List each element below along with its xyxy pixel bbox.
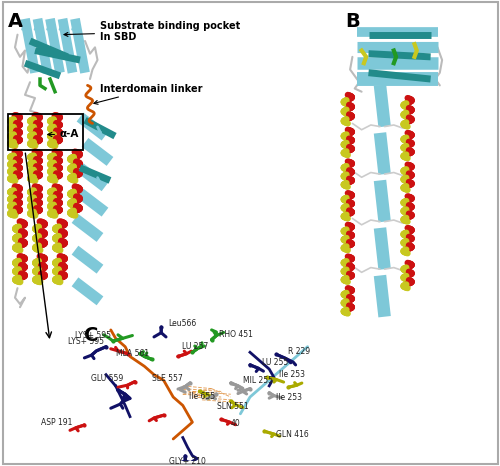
Text: Ile 253: Ile 253 xyxy=(276,392,302,402)
Text: A: A xyxy=(8,13,22,32)
Text: C: C xyxy=(84,326,99,345)
Text: SLN 551: SLN 551 xyxy=(218,402,249,411)
Text: LU 255: LU 255 xyxy=(262,357,288,367)
Text: MIL 255: MIL 255 xyxy=(243,376,273,385)
Text: LYS+ 595: LYS+ 595 xyxy=(75,331,111,340)
Text: 40: 40 xyxy=(231,419,240,428)
Text: GLU 559: GLU 559 xyxy=(90,374,123,383)
Text: RHO 451: RHO 451 xyxy=(219,330,252,339)
Text: Ile 253: Ile 253 xyxy=(279,370,305,379)
Text: MLA 561: MLA 561 xyxy=(116,349,149,358)
Text: SLE 557: SLE 557 xyxy=(152,374,183,384)
Bar xyxy=(8,114,83,151)
Text: R 229: R 229 xyxy=(288,347,310,356)
Text: LU 257: LU 257 xyxy=(182,342,208,351)
Text: LYS+ 595: LYS+ 595 xyxy=(68,337,104,346)
Text: Ile 655: Ile 655 xyxy=(189,392,215,401)
Text: ASP 191: ASP 191 xyxy=(41,418,72,427)
Text: B: B xyxy=(346,13,360,32)
Text: Interdomain linker: Interdomain linker xyxy=(94,83,202,104)
Text: GLY+ 210: GLY+ 210 xyxy=(169,457,206,466)
Text: Leu566: Leu566 xyxy=(168,319,196,328)
Text: Substrate binding pocket
In SBD: Substrate binding pocket In SBD xyxy=(64,21,240,42)
Text: α-A: α-A xyxy=(48,130,80,139)
Text: GLN 416: GLN 416 xyxy=(276,430,309,439)
